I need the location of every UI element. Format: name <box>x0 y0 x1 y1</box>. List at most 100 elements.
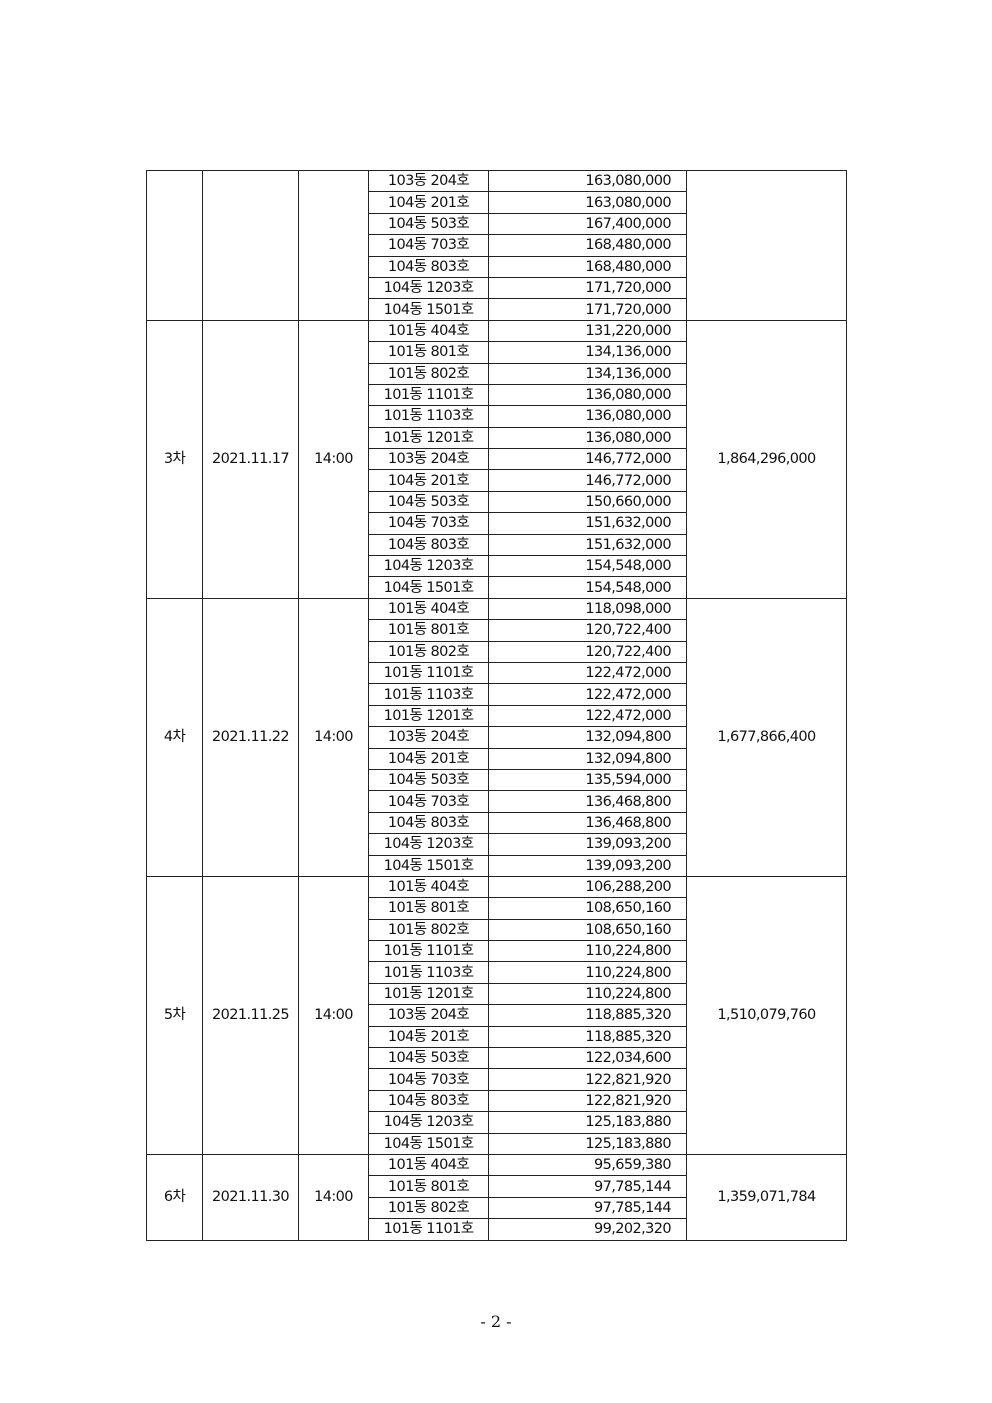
price-cell: 99,202,320 <box>488 1218 687 1241</box>
round-cell <box>146 170 203 321</box>
price-cell: 110,224,800 <box>488 982 687 1006</box>
unit-cell: 104동 803호 <box>368 1089 489 1113</box>
table-row: 101동 801호 134,136,000 <box>147 341 847 364</box>
date-cell <box>202 170 299 321</box>
price-cell: 146,772,000 <box>488 469 687 492</box>
round-cell: 5차 <box>146 875 203 1155</box>
table-row: 104동 703호 136,468,800 <box>147 790 847 813</box>
price-cell: 125,183,880 <box>488 1132 687 1155</box>
unit-cell: 101동 802호 <box>368 640 489 663</box>
table-row: 104동 201호 146,772,000 <box>147 469 847 492</box>
price-cell: 125,183,880 <box>488 1111 687 1134</box>
date-cell: 2021.11.25 <box>202 875 299 1155</box>
price-cell: 171,720,000 <box>488 276 687 300</box>
table-row: 101동 802호 120,722,400 <box>147 640 847 663</box>
table-row: 104동 703호 122,821,920 <box>147 1068 847 1091</box>
unit-cell: 101동 404호 <box>368 875 489 899</box>
round-cell: 4차 <box>146 597 203 877</box>
unit-cell: 103동 204호 <box>368 726 489 749</box>
price-cell: 108,650,160 <box>488 897 687 920</box>
table-row: 101동 1103호 122,472,000 <box>147 683 847 706</box>
table-row: 3차 2021.11.17 14:00 101동 404호 131,220,000 1,8… <box>146 319 847 599</box>
price-cell: 122,472,000 <box>488 704 687 728</box>
unit-cell: 101동 801호 <box>368 619 489 642</box>
unit-cell: 103동 204호 <box>368 1004 489 1027</box>
round-cell: 3차 <box>146 319 203 599</box>
price-cell: 122,472,000 <box>488 661 687 685</box>
unit-cell: 101동 1201호 <box>368 426 489 450</box>
price-cell: 135,594,000 <box>488 768 687 792</box>
price-cell: 154,548,000 <box>488 555 687 578</box>
price-cell: 108,650,160 <box>488 918 687 942</box>
price-cell: 139,093,200 <box>488 833 687 856</box>
unit-cell: 101동 1201호 <box>368 982 489 1006</box>
unit-cell: 104동 503호 <box>368 768 489 792</box>
price-cell: 151,632,000 <box>488 533 687 557</box>
unit-cell: 101동 801호 <box>368 897 489 920</box>
unit-cell: 101동 1103호 <box>368 683 489 706</box>
unit-cell: 101동 1101호 <box>368 661 489 685</box>
unit-cell: 104동 201호 <box>368 1025 489 1049</box>
table-row: 104동 1203호 171,720,000 <box>147 276 847 300</box>
price-cell: 122,821,920 <box>488 1089 687 1113</box>
unit-cell: 104동 1203호 <box>368 833 489 856</box>
unit-cell: 104동 201호 <box>368 747 489 770</box>
price-cell: 136,080,000 <box>488 383 687 407</box>
table-row: 5차 2021.11.25 14:00 101동 404호 106,288,200 1,5… <box>146 875 847 1155</box>
price-cell: 118,098,000 <box>488 597 687 621</box>
table-row: 104동 201호 132,094,800 <box>147 747 847 770</box>
price-cell: 134,136,000 <box>488 362 687 385</box>
unit-cell: 104동 703호 <box>368 234 489 257</box>
price-cell: 120,722,400 <box>488 619 687 642</box>
price-cell: 163,080,000 <box>488 169 687 193</box>
unit-cell: 104동 803호 <box>368 811 489 835</box>
price-cell: 122,472,000 <box>488 683 687 706</box>
table-row: 101동 1103호 136,080,000 <box>147 405 847 428</box>
price-cell: 122,034,600 <box>488 1047 687 1070</box>
table-row: 103동 204호 163,080,000 <box>146 169 847 321</box>
unit-cell: 101동 1103호 <box>368 961 489 984</box>
unit-cell: 104동 1501호 <box>368 854 489 877</box>
unit-cell: 103동 204호 <box>368 169 489 193</box>
unit-cell: 101동 802호 <box>368 918 489 942</box>
page-number: - 2 - <box>480 1312 512 1331</box>
price-cell: 136,080,000 <box>488 426 687 450</box>
table-row: 104동 803호 136,468,800 <box>147 811 847 835</box>
unit-cell: 104동 1203호 <box>368 555 489 578</box>
table-row: 101동 1101호 99,202,320 <box>147 1218 847 1241</box>
price-cell: 118,885,320 <box>488 1004 687 1027</box>
unit-cell: 101동 801호 <box>368 1175 489 1198</box>
unit-cell: 101동 1201호 <box>368 704 489 728</box>
unit-cell: 101동 802호 <box>368 1196 489 1220</box>
unit-cell: 104동 503호 <box>368 212 489 236</box>
price-cell: 122,821,920 <box>488 1068 687 1091</box>
time-cell: 14:00 <box>298 1153 369 1241</box>
total-cell: 1,864,296,000 <box>686 319 847 599</box>
price-cell: 150,660,000 <box>488 490 687 514</box>
unit-cell: 104동 1501호 <box>368 298 489 321</box>
table-row: 101동 802호 108,650,160 <box>147 918 847 942</box>
unit-cell: 104동 1203호 <box>368 1111 489 1134</box>
unit-cell: 101동 404호 <box>368 597 489 621</box>
auction-schedule-table: 103동 204호 163,080,000 104동 201호 163,080,000… <box>146 169 847 1241</box>
total-cell <box>686 170 847 321</box>
price-cell: 168,480,000 <box>488 255 687 278</box>
price-cell: 106,288,200 <box>488 875 687 899</box>
unit-cell: 101동 802호 <box>368 362 489 385</box>
price-cell: 171,720,000 <box>488 298 687 321</box>
price-cell: 136,080,000 <box>488 405 687 428</box>
unit-cell: 104동 201호 <box>368 469 489 492</box>
table-row: 104동 1203호 139,093,200 <box>147 833 847 856</box>
table-row: 101동 801호 97,785,144 <box>147 1175 847 1198</box>
table-row: 104동 201호 118,885,320 <box>147 1025 847 1049</box>
table-row: 103동 204호 132,094,800 <box>147 726 847 749</box>
unit-cell: 104동 703호 <box>368 790 489 813</box>
date-cell: 2021.11.22 <box>202 597 299 877</box>
round-cell: 6차 <box>146 1153 203 1241</box>
table-row: 6차 2021.11.30 14:00 101동 404호 95,659,380 1,35… <box>146 1153 847 1241</box>
price-cell: 110,224,800 <box>488 961 687 984</box>
unit-cell: 104동 503호 <box>368 490 489 514</box>
table-row: 101동 801호 120,722,400 <box>147 619 847 642</box>
time-cell: 14:00 <box>298 875 369 1155</box>
price-cell: 167,400,000 <box>488 212 687 236</box>
